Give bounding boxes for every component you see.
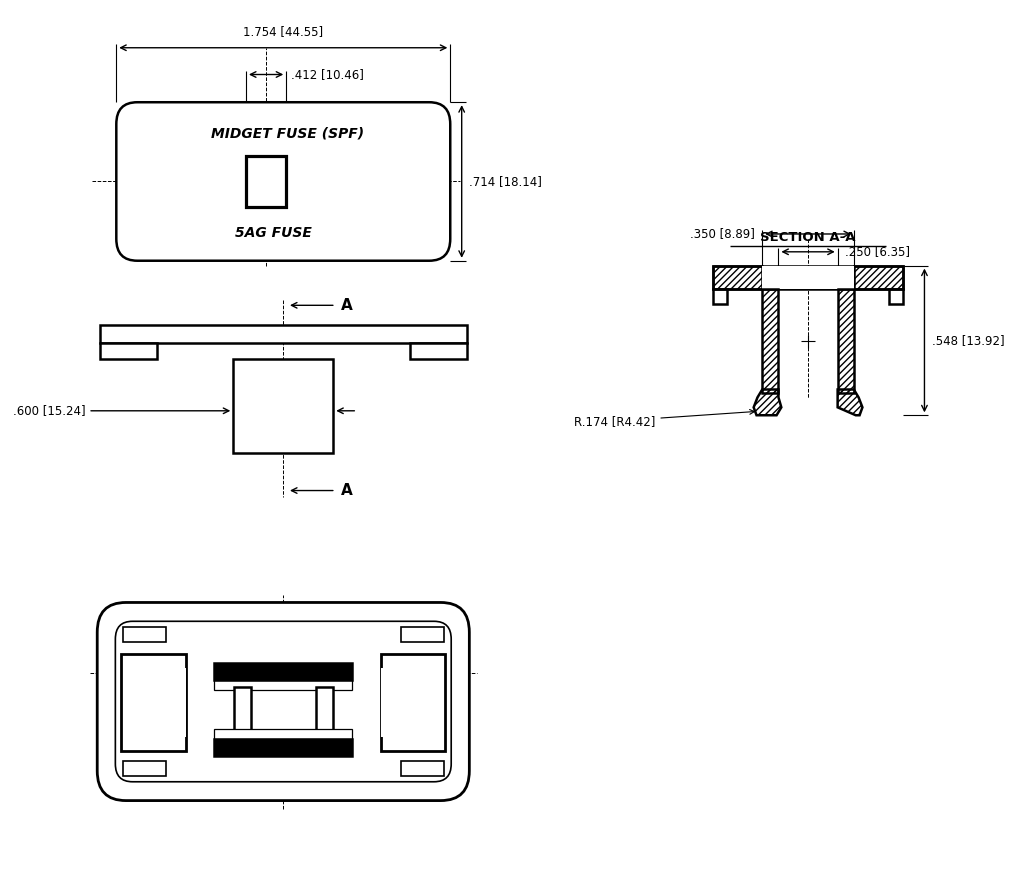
- Bar: [854, 266, 903, 289]
- Bar: [316, 687, 333, 746]
- Bar: [234, 359, 333, 453]
- Text: R.174 [R4.42]: R.174 [R4.42]: [574, 409, 754, 428]
- Text: MIDGET FUSE (SPF): MIDGET FUSE (SPF): [211, 127, 365, 141]
- Bar: [837, 289, 854, 393]
- Text: 1.754 [44.55]: 1.754 [44.55]: [243, 25, 323, 38]
- Bar: [134, 667, 186, 737]
- Text: .714 [18.14]: .714 [18.14]: [469, 175, 542, 188]
- Text: A: A: [340, 298, 353, 313]
- FancyBboxPatch shape: [116, 103, 450, 261]
- Bar: [854, 266, 903, 289]
- Text: .412 [10.46]: .412 [10.46]: [291, 68, 364, 81]
- Bar: [712, 289, 727, 304]
- Text: SECTION A-A: SECTION A-A: [761, 231, 856, 244]
- Text: 5AG FUSE: 5AG FUSE: [236, 226, 313, 240]
- Bar: [123, 761, 166, 776]
- Bar: [889, 289, 903, 304]
- Bar: [99, 325, 467, 343]
- Bar: [712, 266, 903, 289]
- Bar: [246, 156, 286, 207]
- Bar: [763, 289, 778, 393]
- Bar: [763, 289, 778, 393]
- Bar: [380, 654, 446, 751]
- Bar: [214, 680, 353, 690]
- Bar: [380, 667, 433, 737]
- Bar: [401, 628, 444, 642]
- Text: .600 [15.24]: .600 [15.24]: [12, 404, 85, 417]
- Bar: [712, 266, 763, 289]
- Text: .548 [13.92]: .548 [13.92]: [932, 334, 1004, 347]
- Bar: [234, 687, 251, 746]
- FancyBboxPatch shape: [97, 603, 469, 801]
- Bar: [410, 343, 467, 359]
- Bar: [763, 266, 854, 289]
- FancyBboxPatch shape: [116, 621, 451, 781]
- Bar: [123, 628, 166, 642]
- Bar: [99, 343, 157, 359]
- Text: .350 [8.89]: .350 [8.89]: [690, 227, 754, 240]
- Text: .250 [6.35]: .250 [6.35]: [846, 245, 910, 258]
- Bar: [214, 663, 353, 680]
- Bar: [401, 761, 444, 776]
- Bar: [214, 729, 353, 739]
- Bar: [712, 266, 763, 289]
- Bar: [121, 654, 186, 751]
- Bar: [837, 289, 854, 393]
- Bar: [214, 739, 353, 756]
- Text: A: A: [340, 483, 353, 498]
